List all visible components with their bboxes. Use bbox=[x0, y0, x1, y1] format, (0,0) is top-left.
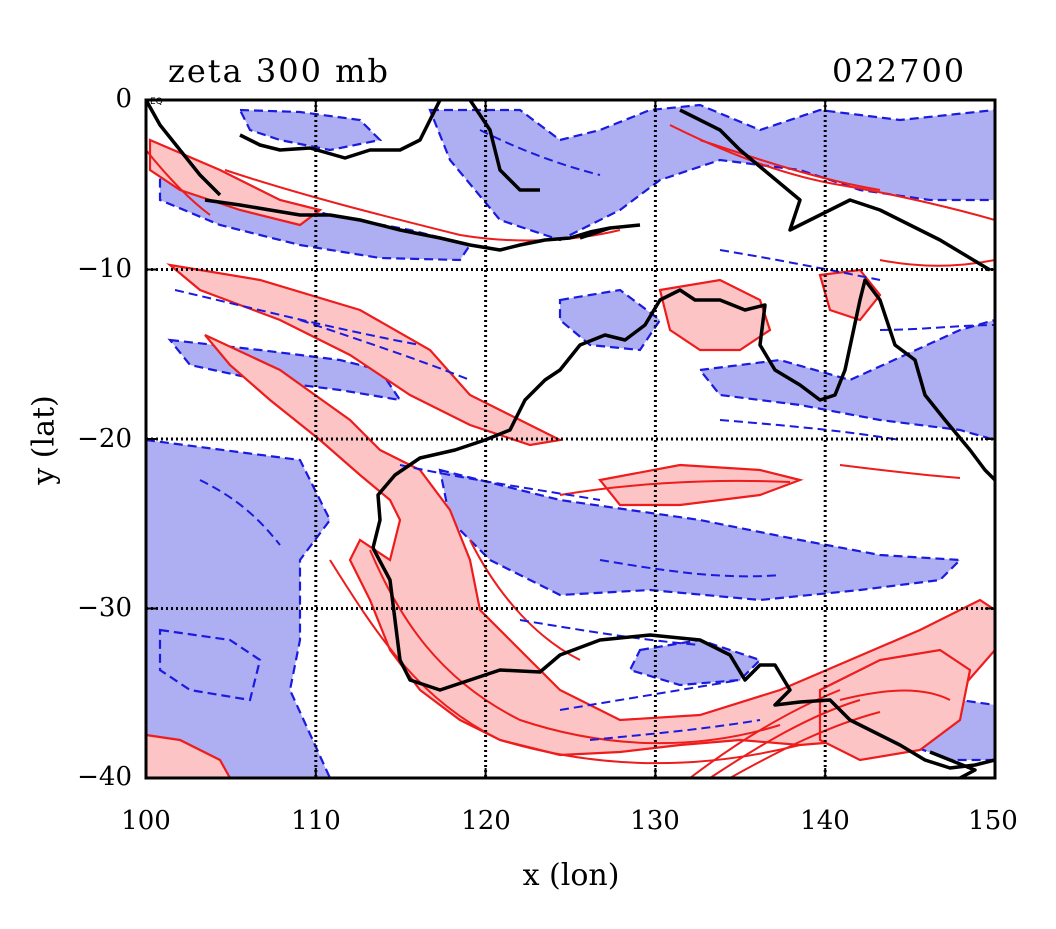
sulawesi-coastline bbox=[468, 100, 540, 192]
y-tick-label: −40 bbox=[77, 762, 132, 792]
x-tick-label: 120 bbox=[461, 806, 511, 836]
x-tick-label: 140 bbox=[800, 806, 850, 836]
time-code: 022700 bbox=[832, 52, 967, 90]
y-tick-label: −10 bbox=[77, 254, 132, 284]
equator-mark: EQ bbox=[150, 97, 163, 107]
grid-lines bbox=[146, 100, 995, 778]
timor-coastline bbox=[579, 223, 641, 240]
negative-contour-lines bbox=[174, 129, 995, 741]
positive-vorticity-regions bbox=[146, 138, 995, 778]
australia-south-coastline bbox=[371, 547, 995, 770]
vorticity-field bbox=[146, 100, 995, 778]
tasmania-coastline bbox=[929, 750, 977, 778]
x-tick-label: 130 bbox=[630, 806, 680, 836]
negative-vorticity-regions bbox=[146, 103, 995, 778]
y-tick-label: −20 bbox=[77, 424, 132, 454]
java-coastline bbox=[204, 198, 611, 252]
tick-marks bbox=[145, 100, 995, 778]
y-axis-label: y (lat) bbox=[26, 395, 62, 485]
x-tick-label: 150 bbox=[968, 806, 1018, 836]
positive-contour-lines bbox=[146, 124, 995, 778]
x-tick-label: 110 bbox=[291, 806, 341, 836]
y-tick-label: 0 bbox=[115, 84, 132, 114]
x-axis-label: x (lon) bbox=[522, 858, 620, 893]
borneo-coastline bbox=[239, 100, 442, 160]
new-guinea-coastline bbox=[679, 108, 991, 272]
y-tick-label: −30 bbox=[77, 593, 132, 623]
plot-title: zeta 300 mb bbox=[168, 52, 390, 90]
x-tick-label: 100 bbox=[121, 806, 171, 836]
sumatra-coastline bbox=[146, 100, 222, 197]
